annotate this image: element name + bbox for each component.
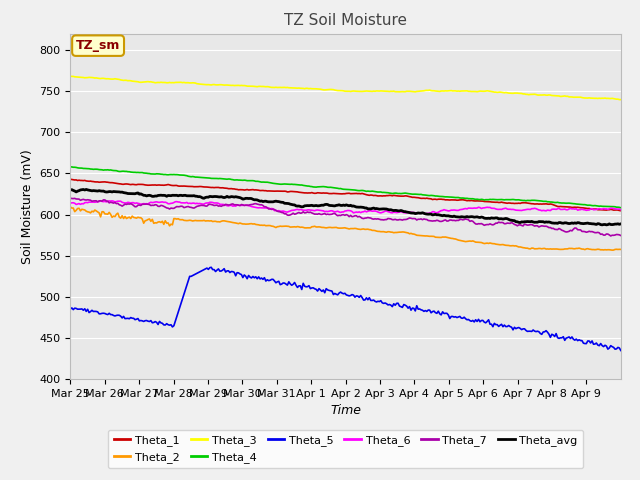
Y-axis label: Soil Moisture (mV): Soil Moisture (mV) [21,149,34,264]
X-axis label: Time: Time [330,405,361,418]
Text: TZ_sm: TZ_sm [76,39,120,52]
Title: TZ Soil Moisture: TZ Soil Moisture [284,13,407,28]
Legend: Theta_1, Theta_2, Theta_3, Theta_4, Theta_5, Theta_6, Theta_7, Theta_avg: Theta_1, Theta_2, Theta_3, Theta_4, Thet… [108,430,583,468]
